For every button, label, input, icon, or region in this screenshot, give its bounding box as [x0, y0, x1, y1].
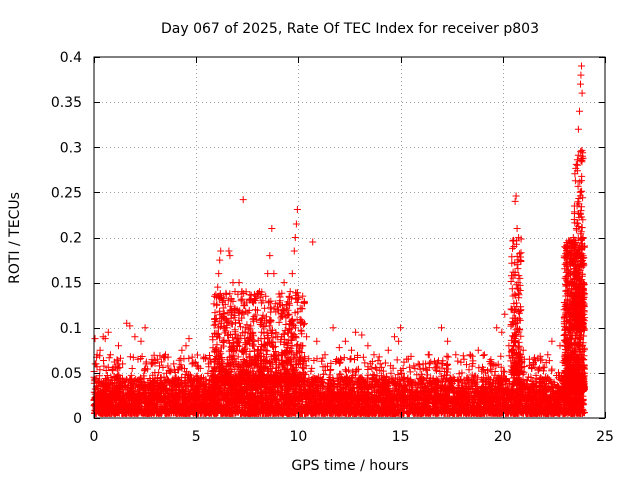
data-points: [90, 62, 588, 417]
chart-title: Day 067 of 2025, Rate Of TEC Index for r…: [161, 21, 539, 37]
